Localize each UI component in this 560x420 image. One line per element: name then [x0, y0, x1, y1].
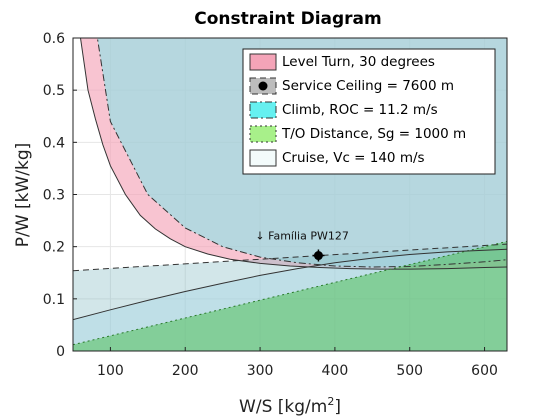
y-tick-label: 0.4 [43, 135, 65, 151]
y-tick-label: 0.3 [43, 188, 65, 204]
legend-label: Level Turn, 30 degrees [282, 54, 435, 70]
x-tick-label: 400 [322, 363, 349, 379]
legend-box [242, 48, 496, 175]
constraint-curve [73, 248, 507, 321]
design-point-group: ↓ Família PW127 [255, 230, 349, 262]
legend-swatch [249, 101, 277, 119]
legend-label: Climb, ROC = 11.2 m/s [282, 102, 438, 118]
legend-label: T/O Distance, Sg = 1000 m [281, 126, 466, 142]
constraint-curve [79, 38, 507, 270]
x-tick-label: 300 [247, 363, 274, 379]
y-tick-label: 0.5 [43, 83, 65, 99]
x-tick-label: 500 [396, 363, 423, 379]
y-tick-label: 0 [56, 344, 65, 360]
legend: Level Turn, 30 degrees Service Ceiling = … [242, 48, 496, 175]
legend-label: Cruise, Vc = 140 m/s [282, 150, 425, 166]
y-tick-label: 0.6 [43, 31, 65, 47]
legend-swatch [249, 53, 277, 71]
x-tick-label: 600 [471, 363, 498, 379]
constraint-lines [73, 38, 507, 346]
x-tick-label: 100 [97, 363, 124, 379]
legend-swatch [249, 149, 277, 167]
x-tick-label: 200 [172, 363, 199, 379]
design-point-cross [312, 249, 325, 262]
legend-swatch [249, 125, 277, 143]
y-tick-label: 0.2 [43, 240, 65, 256]
legend-marker [258, 81, 268, 91]
y-axis-label: P/W [kW/kg] [13, 143, 33, 247]
x-axis-label: W/S [kg/m2] [239, 395, 341, 417]
x-axis-ticks: 100 200 300 400 500 600 [97, 347, 498, 379]
y-tick-label: 0.1 [43, 292, 65, 308]
y-axis-ticks: 0 0.1 0.2 0.3 0.4 0.5 0.6 [43, 31, 77, 360]
constraint-curve [73, 243, 507, 272]
legend-label: Service Ceiling = 7600 m [282, 78, 454, 94]
constraint-curve [73, 240, 507, 346]
chart-title: Constraint Diagram [194, 9, 381, 29]
design-point-label: ↓ Família PW127 [255, 230, 348, 243]
